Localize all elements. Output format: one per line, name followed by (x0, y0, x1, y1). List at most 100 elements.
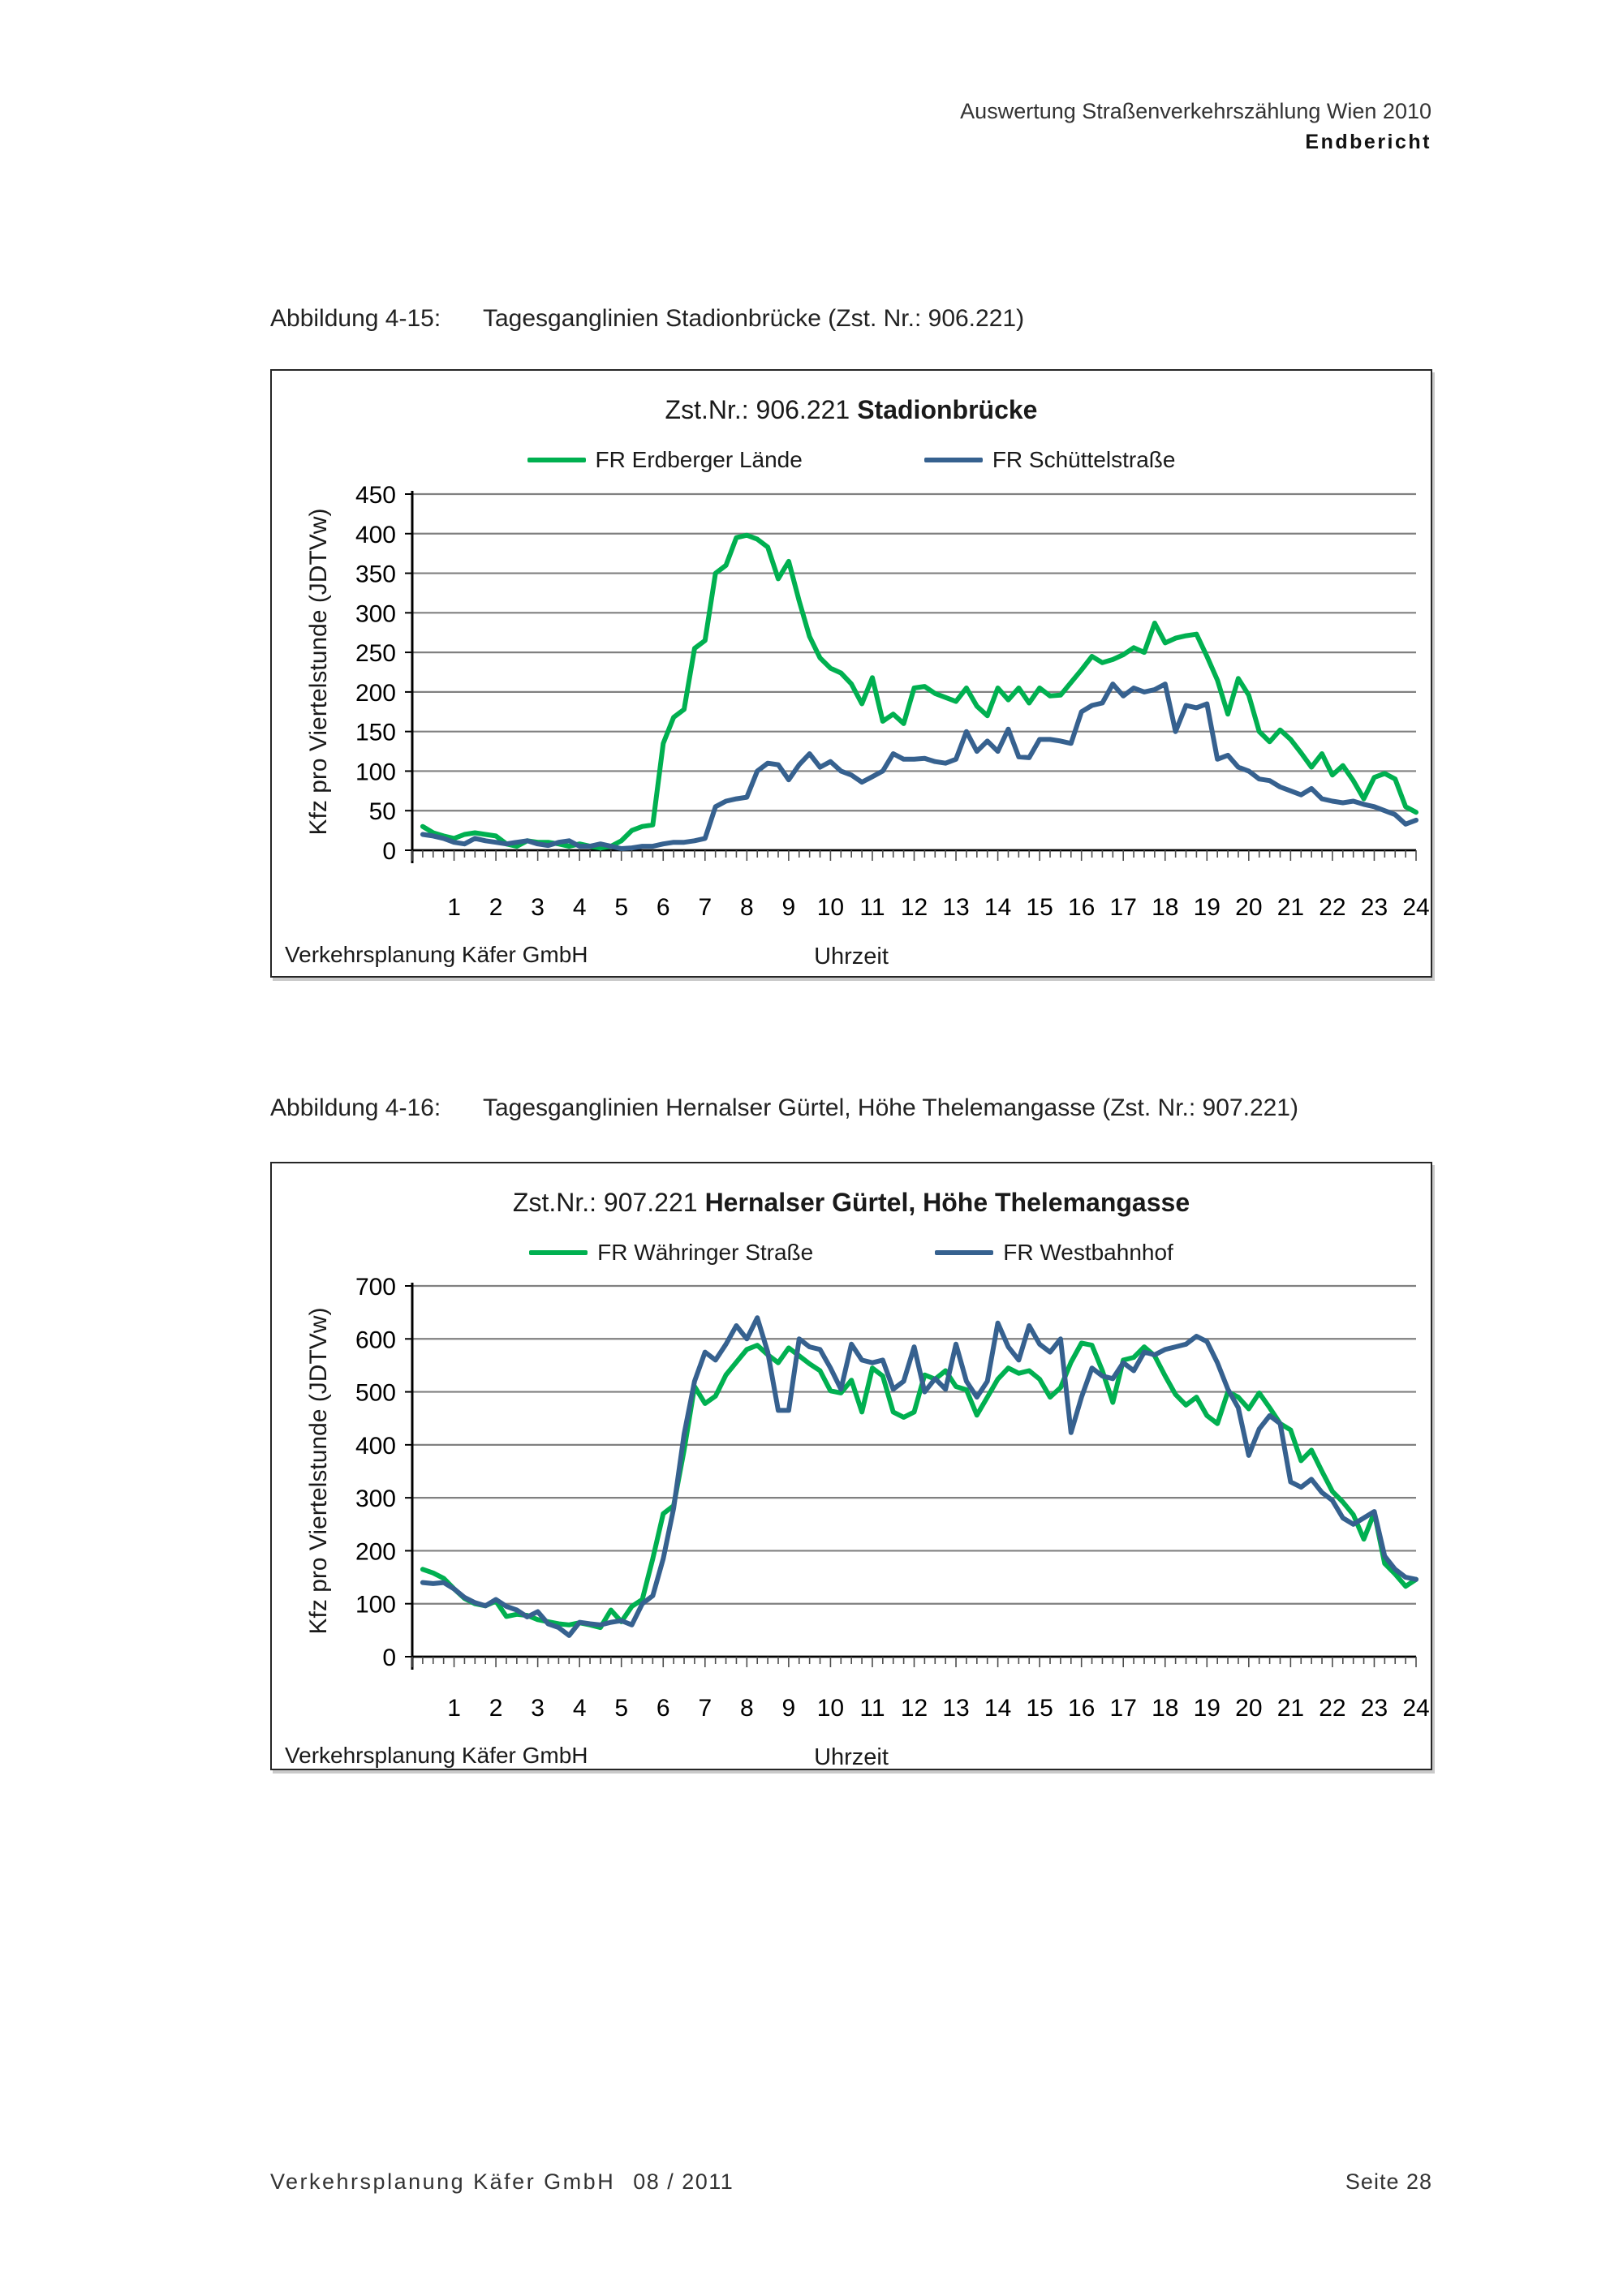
legend-line-swatch-green (529, 1250, 588, 1255)
chart-2-legend-item-2: FR Westbahnhof (935, 1240, 1173, 1266)
figure-caption-2-label: Abbildung 4-16: (270, 1094, 441, 1121)
svg-text:9: 9 (782, 894, 796, 921)
footer-page-number: Seite 28 (1345, 2169, 1432, 2194)
svg-text:13: 13 (942, 894, 969, 921)
figure-caption-1: Abbildung 4-15: Tagesganglinien Stadionbr… (270, 305, 1487, 333)
svg-text:700: 700 (355, 1274, 396, 1301)
svg-text:300: 300 (355, 1486, 396, 1512)
svg-text:15: 15 (1026, 894, 1053, 921)
footer-date: 08 / 2011 (633, 2169, 734, 2194)
svg-text:4: 4 (573, 894, 587, 921)
svg-text:350: 350 (355, 561, 396, 588)
svg-text:4: 4 (573, 1695, 587, 1722)
svg-text:600: 600 (355, 1326, 396, 1353)
chart-2-y-axis-label: Kfz pro Viertelstunde (JDTVw) (305, 1307, 332, 1635)
svg-text:6: 6 (657, 1695, 670, 1722)
figure-caption-1-label: Abbildung 4-15: (270, 305, 441, 332)
header-subtitle: Endbericht (1305, 131, 1431, 154)
svg-text:11: 11 (859, 1695, 885, 1722)
svg-text:200: 200 (355, 680, 396, 707)
chart-2-title-prefix: Zst.Nr.: 907.221 (512, 1188, 698, 1217)
svg-text:100: 100 (355, 1592, 396, 1619)
svg-text:11: 11 (859, 894, 885, 921)
svg-text:7: 7 (698, 1695, 712, 1722)
svg-text:13: 13 (942, 1695, 969, 1722)
svg-text:22: 22 (1319, 1695, 1345, 1722)
chart-1-y-axis-label: Kfz pro Viertelstunde (JDTVw) (305, 508, 332, 836)
legend-line-swatch-blue (935, 1250, 994, 1255)
svg-text:6: 6 (657, 894, 670, 921)
svg-text:21: 21 (1277, 894, 1304, 921)
svg-text:450: 450 (355, 482, 396, 509)
svg-text:0: 0 (382, 838, 396, 865)
svg-text:15: 15 (1026, 1695, 1053, 1722)
header-title: Auswertung Straßenverkehrszählung Wien 2… (960, 99, 1431, 123)
svg-text:2: 2 (489, 1695, 503, 1722)
chart-1-legend: FR Erdberger Lände FR Schüttelstraße (272, 447, 1431, 473)
chart-2-title-name: Hernalser Gürtel, Höhe Thelemangasse (704, 1188, 1190, 1217)
svg-text:200: 200 (355, 1538, 396, 1565)
chart-2-legend: FR Währinger Straße FR Westbahnhof (272, 1240, 1431, 1266)
svg-text:23: 23 (1361, 1695, 1388, 1722)
chart-1-legend-item-2: FR Schüttelstraße (923, 447, 1176, 473)
figure-caption-2-text: Tagesganglinien Hernalser Gürtel, Höhe T… (483, 1094, 1298, 1121)
svg-text:7: 7 (698, 894, 712, 921)
svg-text:20: 20 (1235, 894, 1262, 921)
footer-company: Verkehrsplanung Käfer GmbH 08 / 2011 (270, 2169, 734, 2195)
chart-2-legend-label-1: FR Währinger Straße (597, 1240, 814, 1265)
chart-1-title: Zst.Nr.: 906.221 Stadionbrücke (272, 395, 1431, 425)
svg-text:400: 400 (355, 1433, 396, 1460)
chart-1-legend-label-1: FR Erdberger Lände (595, 447, 803, 472)
svg-text:17: 17 (1110, 894, 1137, 921)
svg-text:300: 300 (355, 600, 396, 627)
svg-text:16: 16 (1068, 894, 1095, 921)
svg-text:400: 400 (355, 522, 396, 548)
svg-text:16: 16 (1068, 1695, 1095, 1722)
svg-text:10: 10 (817, 894, 844, 921)
figure-2-chart-box: Zst.Nr.: 907.221 Hernalser Gürtel, Höhe T… (270, 1162, 1432, 1770)
figure-caption-1-text: Tagesganglinien Stadionbrücke (Zst. Nr.:… (483, 305, 1025, 332)
svg-text:19: 19 (1194, 1695, 1220, 1722)
figure-caption-2: Abbildung 4-16: Tagesganglinien Hernalser… (270, 1094, 1487, 1122)
svg-text:3: 3 (531, 1695, 545, 1722)
chart-1-x-axis-label: Uhrzeit (814, 944, 889, 970)
chart-2-legend-label-2: FR Westbahnhof (1003, 1240, 1173, 1265)
svg-text:9: 9 (782, 1695, 796, 1722)
svg-text:19: 19 (1194, 894, 1220, 921)
svg-text:22: 22 (1319, 894, 1345, 921)
svg-text:5: 5 (614, 894, 628, 921)
svg-text:150: 150 (355, 720, 396, 746)
svg-text:1: 1 (447, 894, 461, 921)
svg-text:24: 24 (1402, 894, 1429, 921)
svg-text:24: 24 (1402, 1695, 1429, 1722)
chart-1-legend-label-2: FR Schüttelstraße (992, 447, 1176, 472)
chart-1-legend-item-1: FR Erdberger Lände (527, 447, 803, 473)
page-header: Auswertung Straßenverkehrszählung Wien 2… (960, 96, 1431, 157)
svg-text:21: 21 (1277, 1695, 1304, 1722)
svg-text:3: 3 (531, 894, 545, 921)
svg-text:12: 12 (901, 894, 928, 921)
chart-2-legend-item-1: FR Währinger Straße (529, 1240, 813, 1266)
svg-text:10: 10 (817, 1695, 844, 1722)
svg-text:23: 23 (1361, 894, 1388, 921)
svg-text:500: 500 (355, 1380, 396, 1407)
svg-text:8: 8 (740, 1695, 754, 1722)
svg-text:18: 18 (1152, 1695, 1178, 1722)
svg-text:250: 250 (355, 640, 396, 667)
svg-text:2: 2 (489, 894, 503, 921)
chart-1-title-name: Stadionbrücke (857, 395, 1038, 424)
legend-line-swatch-blue (923, 458, 983, 462)
svg-text:50: 50 (369, 798, 396, 825)
svg-text:5: 5 (614, 1695, 628, 1722)
legend-line-swatch-green (527, 458, 586, 462)
svg-text:0: 0 (382, 1645, 396, 1671)
footer-company-name: Verkehrsplanung Käfer GmbH (270, 2169, 616, 2194)
chart-2-source-note: Verkehrsplanung Käfer GmbH (285, 1743, 588, 1768)
svg-text:18: 18 (1152, 894, 1178, 921)
svg-text:20: 20 (1235, 1695, 1262, 1722)
chart-2-title: Zst.Nr.: 907.221 Hernalser Gürtel, Höhe T… (272, 1188, 1431, 1218)
svg-text:14: 14 (984, 894, 1011, 921)
svg-text:1: 1 (447, 1695, 461, 1722)
